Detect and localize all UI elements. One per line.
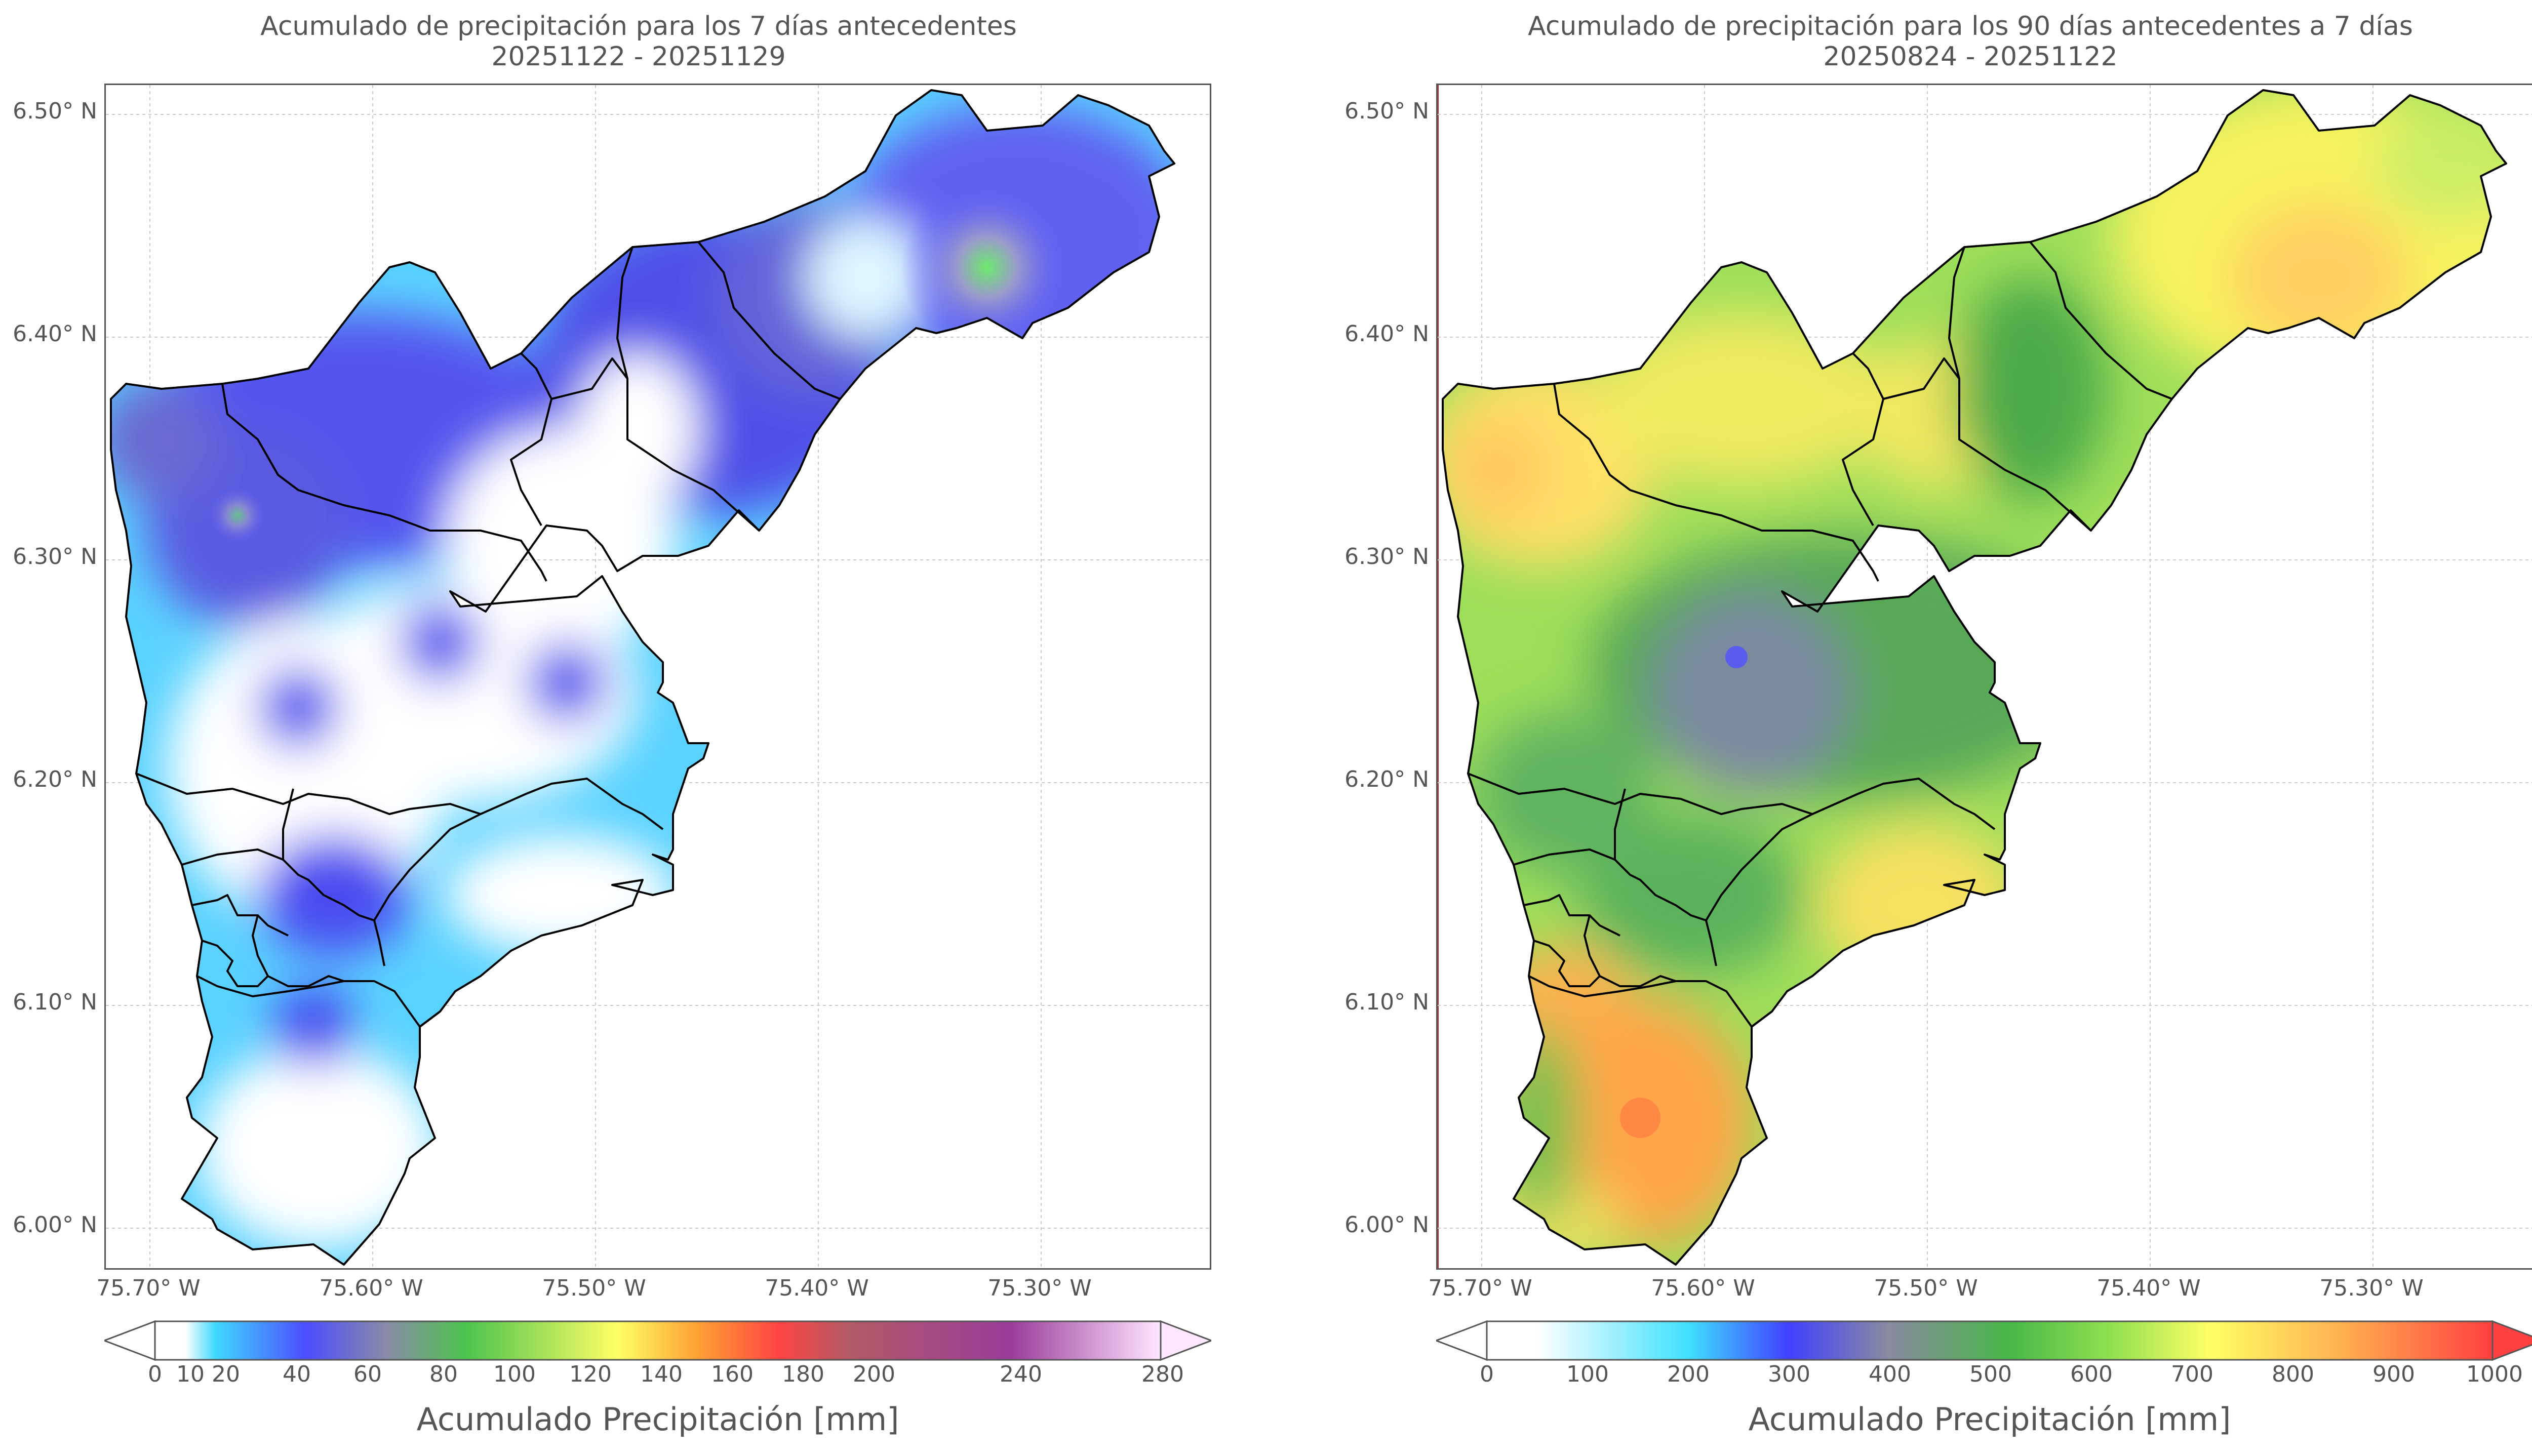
colorbar-label: Acumulado Precipitación [mm] bbox=[1748, 1401, 2231, 1438]
panel-title: Acumulado de precipitación para los 90 d… bbox=[1528, 11, 2413, 42]
colorbar-tick: 80 bbox=[429, 1361, 458, 1387]
colorbar-tick: 900 bbox=[2372, 1361, 2415, 1387]
colorbar-tick: 700 bbox=[2171, 1361, 2213, 1387]
colorbar-tick: 160 bbox=[711, 1361, 754, 1387]
colorbar-tick: 280 bbox=[1141, 1361, 1184, 1387]
precipitation-map-90d bbox=[1436, 84, 2532, 1270]
colorbar-tick: 300 bbox=[1768, 1361, 1810, 1387]
colorbar-label: Acumulado Precipitación [mm] bbox=[416, 1401, 899, 1438]
map-panel-7-days: Acumulado de precipitación para los 7 dí… bbox=[13, 11, 1211, 1438]
lon-tick: 75.60° W bbox=[319, 1275, 423, 1301]
map-panel-90-days: Acumulado de precipitación para los 90 d… bbox=[1332, 0, 2532, 1456]
lat-tick: 6.40° N bbox=[13, 321, 97, 347]
lat-tick: 6.50° N bbox=[1344, 98, 1429, 124]
lat-tick: 6.10° N bbox=[1344, 989, 1429, 1015]
lon-tick: 75.30° W bbox=[2319, 1275, 2424, 1301]
colorbar-tick: 100 bbox=[1566, 1361, 1609, 1387]
lon-tick: 75.30° W bbox=[987, 1275, 1092, 1301]
colorbar-tick: 400 bbox=[1869, 1361, 1911, 1387]
colorbar-tick: 800 bbox=[2272, 1361, 2314, 1387]
lat-tick: 6.20° N bbox=[13, 766, 97, 792]
colorbar-tick: 120 bbox=[569, 1361, 612, 1387]
lon-tick: 75.50° W bbox=[1874, 1275, 1978, 1301]
lon-tick: 75.40° W bbox=[2096, 1275, 2201, 1301]
panel-subtitle-dates: 20251122 - 20251129 bbox=[491, 42, 786, 72]
colorbar-tick: 0 bbox=[148, 1361, 162, 1387]
colorbar-tick: 20 bbox=[212, 1361, 240, 1387]
colorbar-tick: 60 bbox=[353, 1361, 382, 1387]
colorbar-90d bbox=[1436, 1320, 2532, 1361]
colorbar-tick: 0 bbox=[1480, 1361, 1494, 1387]
lat-tick: 6.00° N bbox=[13, 1212, 97, 1238]
colorbar-tick: 40 bbox=[283, 1361, 311, 1387]
colorbar-tick: 500 bbox=[1969, 1361, 2012, 1387]
colorbar-tick: 200 bbox=[853, 1361, 895, 1387]
lon-tick: 75.70° W bbox=[96, 1275, 201, 1301]
colorbar-tick: 100 bbox=[493, 1361, 536, 1387]
lon-tick: 75.40° W bbox=[765, 1275, 869, 1301]
precipitation-map-7d bbox=[104, 84, 1211, 1270]
lat-tick: 6.30° N bbox=[1344, 544, 1429, 570]
colorbar-tick: 180 bbox=[782, 1361, 824, 1387]
colorbar-tick: 200 bbox=[1667, 1361, 1710, 1387]
lat-tick: 6.50° N bbox=[13, 98, 97, 124]
lon-tick: 75.60° W bbox=[1651, 1275, 1755, 1301]
lat-tick: 6.30° N bbox=[13, 544, 97, 570]
colorbar-tick: 10 bbox=[176, 1361, 205, 1387]
colorbar-7d bbox=[104, 1320, 1211, 1361]
lat-tick: 6.00° N bbox=[1344, 1212, 1429, 1238]
colorbar-tick: 600 bbox=[2070, 1361, 2113, 1387]
lon-tick: 75.50° W bbox=[542, 1275, 646, 1301]
colorbar-tick: 140 bbox=[640, 1361, 683, 1387]
colorbar-tick: 240 bbox=[1000, 1361, 1042, 1387]
lon-tick: 75.70° W bbox=[1428, 1275, 1532, 1301]
colorbar-tick: 1000 bbox=[2466, 1361, 2523, 1387]
lat-tick: 6.40° N bbox=[1344, 321, 1429, 347]
lat-tick: 6.20° N bbox=[1344, 766, 1429, 792]
panel-subtitle-dates: 20250824 - 20251122 bbox=[1823, 42, 2118, 72]
panel-title: Acumulado de precipitación para los 7 dí… bbox=[260, 11, 1017, 42]
lat-tick: 6.10° N bbox=[13, 989, 97, 1015]
